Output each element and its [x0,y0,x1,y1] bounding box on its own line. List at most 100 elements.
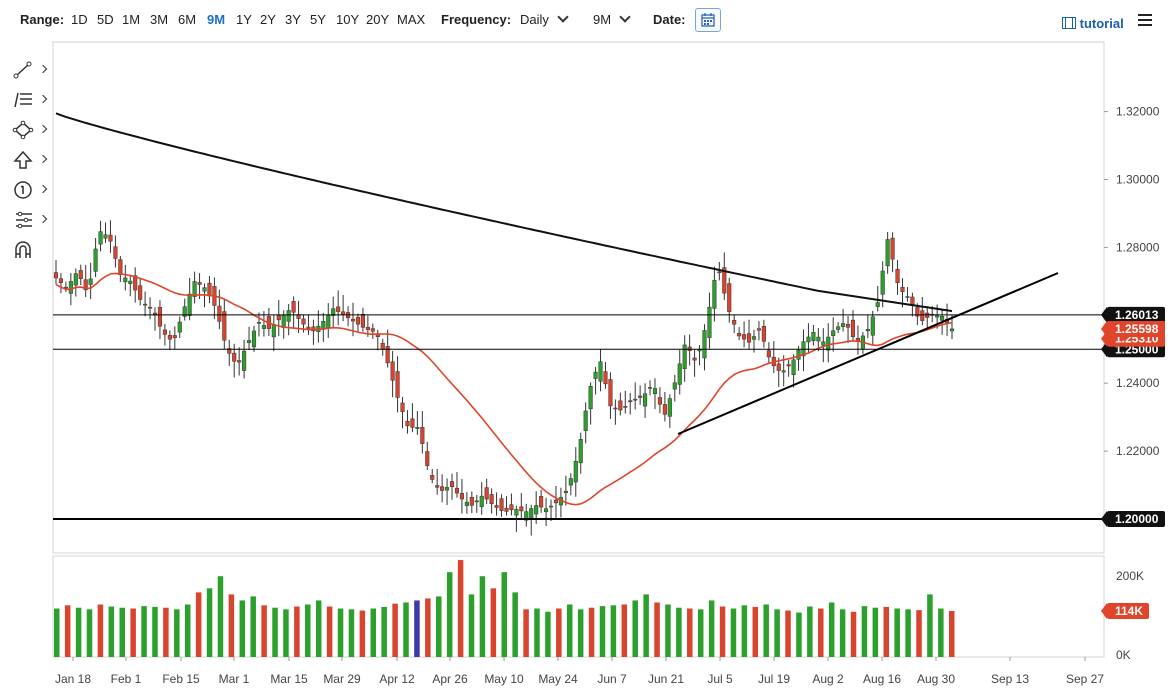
candle [291,301,296,313]
candle [519,506,524,512]
line-tool-icon [13,61,32,79]
fibonacci-tool-icon [14,92,32,108]
candle [742,334,747,340]
range-button-20y[interactable]: 20Y [366,12,390,27]
candle [801,341,806,357]
shape-tool-button[interactable] [10,120,48,140]
range-button-3m[interactable]: 3M [150,12,169,27]
volume-bar [763,604,769,657]
pitchfork-tool-button[interactable] [10,210,48,230]
volume-bar [217,576,224,657]
annotation-tool-button[interactable] [10,180,48,200]
candle [880,270,885,295]
range-button-1d[interactable]: 1D [71,12,88,27]
candle [732,319,737,325]
range-button-5d[interactable]: 5D [97,12,114,27]
volume-bar [501,572,507,657]
volume-bars [54,560,955,657]
toolbar: Range: 1D 5D 1M 3M 6M 9M 1Y 2Y 3Y 5Y 10Y 20Y MAX Fre… [0,0,1173,40]
candle [430,475,435,480]
volume-bar [250,596,256,657]
volume-last-label: 114K [1115,604,1143,618]
candle [885,239,890,267]
x-tick-label: Jul 19 [758,672,790,686]
volume-pane-border [52,555,1105,658]
fibonacci-tool-button[interactable] [10,90,48,110]
candle [692,357,697,361]
menu-icon[interactable] [1138,14,1152,26]
volume-bar [828,602,835,657]
candle [123,277,128,283]
candle [261,325,266,329]
candle [157,307,163,327]
candle [781,370,786,373]
range-label: Range: [20,12,65,27]
x-tick-label: Aug 16 [863,672,901,686]
range-button-9m[interactable]: 9M [207,12,226,27]
chevron-down-icon [557,11,569,23]
candle [875,302,880,307]
candle [667,398,672,417]
candle [568,478,573,486]
volume-bar [588,607,595,657]
volume-axis: 200K 0K 114K [1101,569,1149,662]
chevron-right-icon [38,124,48,134]
candle [63,286,68,289]
candle [717,271,722,274]
volume-bar [239,600,246,657]
candle [464,501,469,506]
volume-bar [272,607,278,657]
candle [232,352,237,362]
candle [578,439,583,464]
candle [593,371,598,379]
tutorial-link[interactable]: tutorial [1062,16,1124,31]
candle [78,270,83,280]
range-button-3y[interactable]: 3Y [285,12,301,27]
range-button-6m[interactable]: 6M [178,12,197,27]
candle [425,451,430,466]
volume-bar [228,594,235,657]
price-tag-last-bg [1107,320,1165,337]
range-button-1m[interactable]: 1M [122,12,141,27]
range-button-max[interactable]: MAX [397,12,426,27]
x-tick-label: Apr 26 [432,672,468,686]
candle [746,333,752,343]
candle [791,359,796,376]
volume-bar [872,607,879,657]
candle [529,508,534,520]
candle [821,341,826,346]
candle [484,487,489,500]
date-picker-button[interactable] [695,8,721,32]
candle [435,485,440,488]
candle [440,486,445,491]
shape-tool-icon [12,120,34,140]
candle [915,307,920,317]
volume-bar [414,600,420,657]
range-button-5y[interactable]: 5Y [310,12,326,27]
range-button-1y[interactable]: 1Y [236,12,252,27]
candle [395,371,400,398]
candle [737,333,742,337]
range-button-2y[interactable]: 2Y [260,12,276,27]
volume-bar [359,610,366,657]
candle [133,275,138,291]
magnet-tool-button[interactable] [10,240,48,260]
volume-bar [381,606,387,657]
candle [786,364,791,367]
line-tool-button[interactable] [10,60,48,80]
arrow-tool-button[interactable] [10,150,48,170]
range-button-10y[interactable]: 10Y [336,12,360,27]
candle [405,421,410,427]
candle [633,398,638,401]
film-icon [1062,17,1076,29]
candle [271,324,276,338]
candle [128,280,133,284]
pitchfork-tool-icon [16,211,32,229]
x-tick-label: Aug 30 [917,672,955,686]
period-select[interactable]: 9M [593,11,631,27]
candle [385,346,390,364]
x-tick-label: Mar 1 [219,672,250,686]
frequency-select[interactable]: Daily [520,11,569,27]
x-tick-label: Apr 12 [379,672,415,686]
volume-bar [392,603,398,657]
